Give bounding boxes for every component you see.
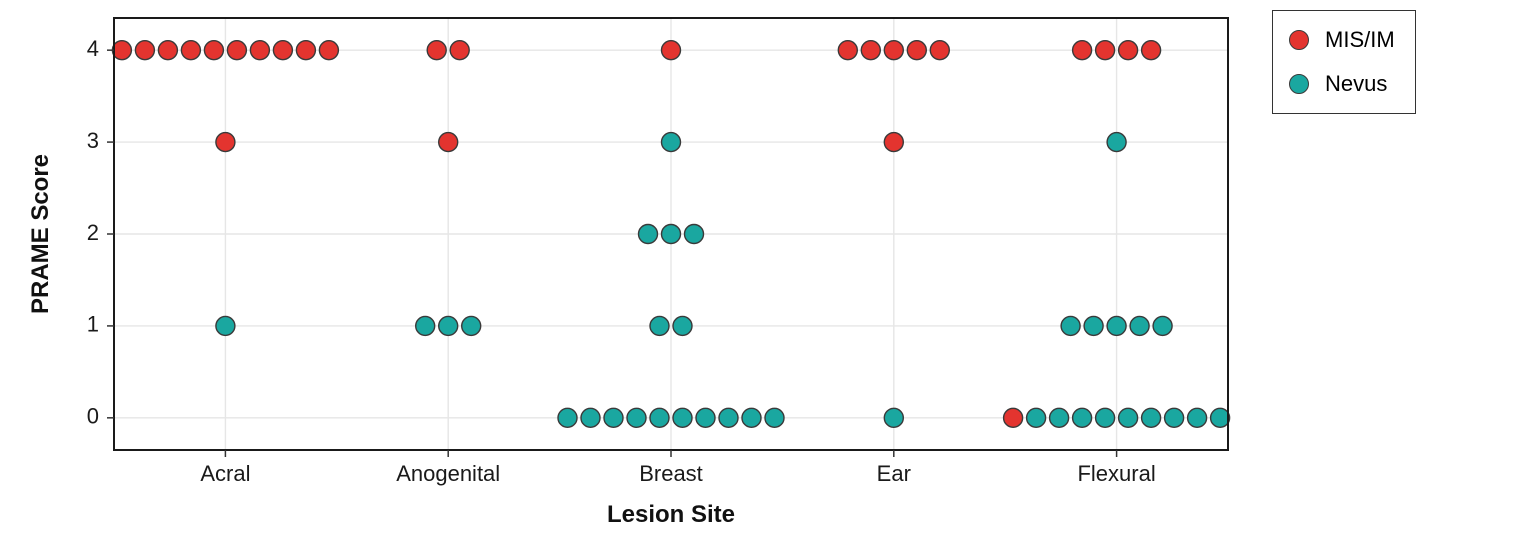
data-point: [135, 41, 154, 60]
data-point: [673, 408, 692, 427]
data-point: [884, 133, 903, 152]
legend-label: MIS/IM: [1325, 29, 1395, 51]
data-point: [1073, 41, 1092, 60]
data-point: [1188, 408, 1207, 427]
x-tick-label: Anogenital: [396, 461, 500, 486]
data-point: [450, 41, 469, 60]
data-point: [462, 316, 481, 335]
legend-item: Nevus: [1289, 67, 1395, 101]
data-point: [296, 41, 315, 60]
data-point: [1073, 408, 1092, 427]
data-point: [1119, 41, 1138, 60]
chart-svg: 0 1 2 3 4 Acral Anogenital Breast Ear Flexural PRA…: [10, 6, 1242, 532]
data-point: [181, 41, 200, 60]
data-point: [1084, 316, 1103, 335]
data-point: [439, 316, 458, 335]
data-point: [1096, 41, 1115, 60]
data-point: [158, 41, 177, 60]
data-point: [639, 225, 658, 244]
data-point: [1050, 408, 1069, 427]
x-axis-title: Lesion Site: [607, 501, 735, 528]
data-point: [1142, 408, 1161, 427]
data-point: [673, 316, 692, 335]
data-point: [1153, 316, 1172, 335]
data-point: [719, 408, 738, 427]
data-point: [662, 41, 681, 60]
x-tick-label: Acral: [200, 461, 250, 486]
legend-label: Nevus: [1325, 73, 1387, 95]
data-point: [884, 408, 903, 427]
data-point: [204, 41, 223, 60]
data-point: [861, 41, 880, 60]
data-point: [273, 41, 292, 60]
legend-item: MIS/IM: [1289, 23, 1395, 57]
data-point: [930, 41, 949, 60]
data-point: [439, 133, 458, 152]
x-tick-label: Ear: [877, 461, 911, 486]
data-point: [765, 408, 784, 427]
y-axis-title: PRAME Score: [27, 154, 54, 314]
data-point: [416, 316, 435, 335]
legend-swatch-icon: [1289, 74, 1309, 94]
data-point: [1027, 408, 1046, 427]
data-point: [696, 408, 715, 427]
data-point: [319, 41, 338, 60]
prame-score-chart: 0 1 2 3 4 Acral Anogenital Breast Ear Flexural PRA…: [10, 6, 1242, 537]
data-point: [627, 408, 646, 427]
data-point: [662, 133, 681, 152]
chart-legend: MIS/IM Nevus: [1272, 10, 1416, 114]
data-point: [1165, 408, 1184, 427]
data-point: [838, 41, 857, 60]
data-point: [1130, 316, 1149, 335]
data-point: [581, 408, 600, 427]
data-point: [604, 408, 623, 427]
data-point: [227, 41, 246, 60]
data-point: [650, 316, 669, 335]
y-tick-label: 0: [87, 404, 99, 429]
y-tick-label: 1: [87, 312, 99, 337]
data-point: [1107, 133, 1126, 152]
data-point: [1096, 408, 1115, 427]
data-point: [1119, 408, 1138, 427]
x-tick-label: Breast: [639, 461, 703, 486]
legend-swatch-icon: [1289, 30, 1309, 50]
data-point: [742, 408, 761, 427]
y-tick-label: 4: [87, 36, 99, 61]
data-point: [685, 225, 704, 244]
data-point: [250, 41, 269, 60]
data-point: [216, 316, 235, 335]
data-point: [650, 408, 669, 427]
data-point: [1004, 408, 1023, 427]
data-point: [1061, 316, 1080, 335]
data-point: [1142, 41, 1161, 60]
data-point: [112, 41, 131, 60]
data-point: [1107, 316, 1126, 335]
data-point: [907, 41, 926, 60]
data-point: [558, 408, 577, 427]
data-point: [662, 225, 681, 244]
data-point: [1211, 408, 1230, 427]
data-point: [427, 41, 446, 60]
x-tick-label: Flexural: [1077, 461, 1155, 486]
data-point: [884, 41, 903, 60]
data-point: [216, 133, 235, 152]
y-tick-label: 3: [87, 128, 99, 153]
y-tick-label: 2: [87, 220, 99, 245]
